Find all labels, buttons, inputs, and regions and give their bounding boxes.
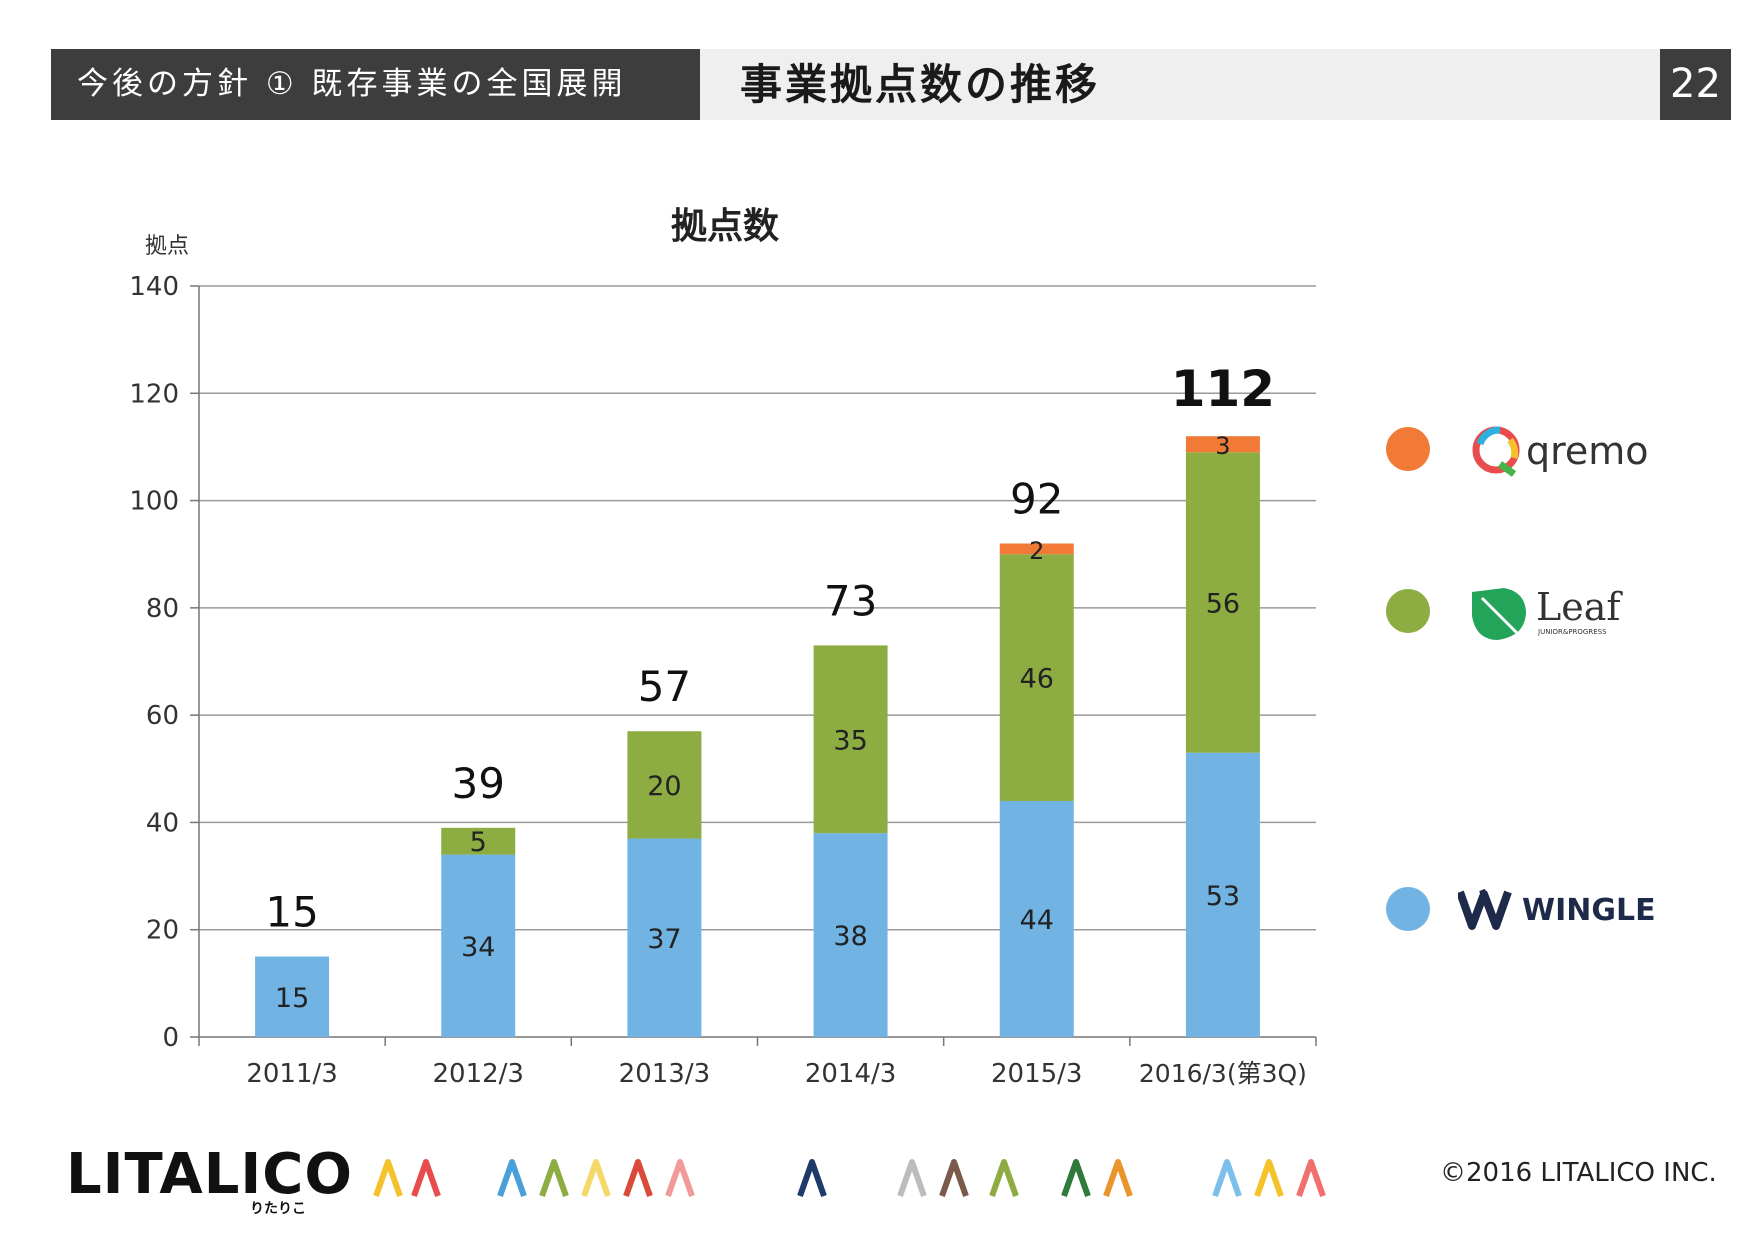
bar-value-label: 35 <box>833 725 867 756</box>
svg-text:Leaf: Leaf <box>1536 585 1623 629</box>
x-tick-label: 2015/3 <box>991 1059 1082 1089</box>
bar-leaf <box>627 731 702 839</box>
person-figure-icon <box>797 1159 827 1197</box>
person-figure-icon <box>373 1159 403 1197</box>
bar-leaf <box>441 827 516 855</box>
bar-value-label: 5 <box>470 827 487 858</box>
svg-text:WINGLE: WINGLE <box>1522 893 1656 928</box>
legend-dot-leaf <box>1386 589 1430 633</box>
y-tick-label: 140 <box>129 272 179 302</box>
bar-value-label: 15 <box>275 983 309 1014</box>
bar-value-label: 3 <box>1215 432 1230 460</box>
person-figure-icon <box>939 1159 969 1197</box>
chart-title: 拠点数 <box>671 206 779 247</box>
person-figure-icon <box>1061 1159 1091 1197</box>
y-tick-label: 120 <box>129 379 179 409</box>
total-label: 112 <box>1171 360 1275 418</box>
bar-value-label: 53 <box>1206 881 1240 912</box>
bar-value-label: 46 <box>1020 664 1054 695</box>
page-title: 事業拠点数の推移 <box>700 49 1660 120</box>
copyright: ©2016 LITALICO INC. <box>1440 1158 1717 1188</box>
bar-value-label: 2 <box>1029 537 1044 565</box>
person-figure-icon <box>1254 1159 1284 1197</box>
bar-value-label: 44 <box>1020 905 1054 936</box>
bar-leaf <box>1185 452 1260 753</box>
total-label: 15 <box>265 888 318 937</box>
y-tick-label: 0 <box>162 1023 179 1053</box>
y-axis-label: 拠点 <box>145 234 189 259</box>
total-label: 73 <box>824 576 877 625</box>
bar-wingle <box>441 854 516 1037</box>
total-label: 39 <box>452 759 505 808</box>
litalico-logo: LITALICO <box>66 1142 353 1207</box>
person-figure-icon <box>497 1159 527 1197</box>
x-tick-label: 2011/3 <box>246 1059 337 1089</box>
bar-leaf <box>999 554 1074 801</box>
y-tick-label: 60 <box>146 701 179 731</box>
x-tick-label: 2013/3 <box>619 1059 710 1089</box>
y-tick-label: 40 <box>146 808 179 838</box>
bar-wingle <box>1185 752 1260 1037</box>
x-tick-label: 2014/3 <box>805 1059 896 1089</box>
section-label: 今後の方針 ① 既存事業の全国展開 <box>51 49 700 120</box>
leaf-logo: Leaf JUNIOR&PROGRESS <box>1472 585 1623 640</box>
bar-qremo <box>999 543 1074 555</box>
person-figure-icon <box>1296 1159 1326 1197</box>
person-figure-icon <box>897 1159 927 1197</box>
total-label: 92 <box>1010 474 1063 523</box>
bar-value-label: 37 <box>647 924 681 955</box>
bar-value-label: 56 <box>1206 588 1240 619</box>
bar-wingle <box>255 956 330 1037</box>
litalico-logo-sub: りたりこ <box>250 1201 306 1217</box>
person-figure-icon <box>623 1159 653 1197</box>
person-figure-icon <box>1212 1159 1242 1197</box>
person-figure-icon <box>989 1159 1019 1197</box>
person-figure-icon <box>665 1159 695 1197</box>
person-figure-icon <box>539 1159 569 1197</box>
page-number: 22 <box>1660 49 1731 120</box>
x-tick-label: 2016/3(第3Q) <box>1139 1059 1307 1088</box>
bar-value-label: 38 <box>833 921 867 952</box>
y-tick-label: 100 <box>129 487 179 517</box>
decorative-people-icons <box>373 1159 1326 1197</box>
legend-dot-qremo <box>1386 427 1430 471</box>
bar-value-label: 34 <box>461 932 495 963</box>
x-tick-label: 2012/3 <box>433 1059 524 1089</box>
bar-qremo <box>1185 436 1260 453</box>
y-tick-label: 80 <box>146 594 179 624</box>
bar-wingle <box>813 833 888 1037</box>
bar-wingle <box>627 838 702 1037</box>
person-figure-icon <box>1103 1159 1133 1197</box>
wingle-logo: WINGLE <box>1458 888 1656 930</box>
y-tick-label: 20 <box>146 916 179 946</box>
bar-value-label: 20 <box>647 771 681 802</box>
qremo-logo: qremo <box>1472 426 1649 477</box>
total-label: 57 <box>638 662 691 711</box>
bar-leaf <box>813 645 888 834</box>
person-figure-icon <box>411 1159 441 1197</box>
bar-wingle <box>999 800 1074 1037</box>
svg-text:JUNIOR&PROGRESS: JUNIOR&PROGRESS <box>1537 628 1607 636</box>
legend-dot-wingle <box>1386 887 1430 931</box>
svg-text:qremo: qremo <box>1526 429 1649 473</box>
person-figure-icon <box>581 1159 611 1197</box>
